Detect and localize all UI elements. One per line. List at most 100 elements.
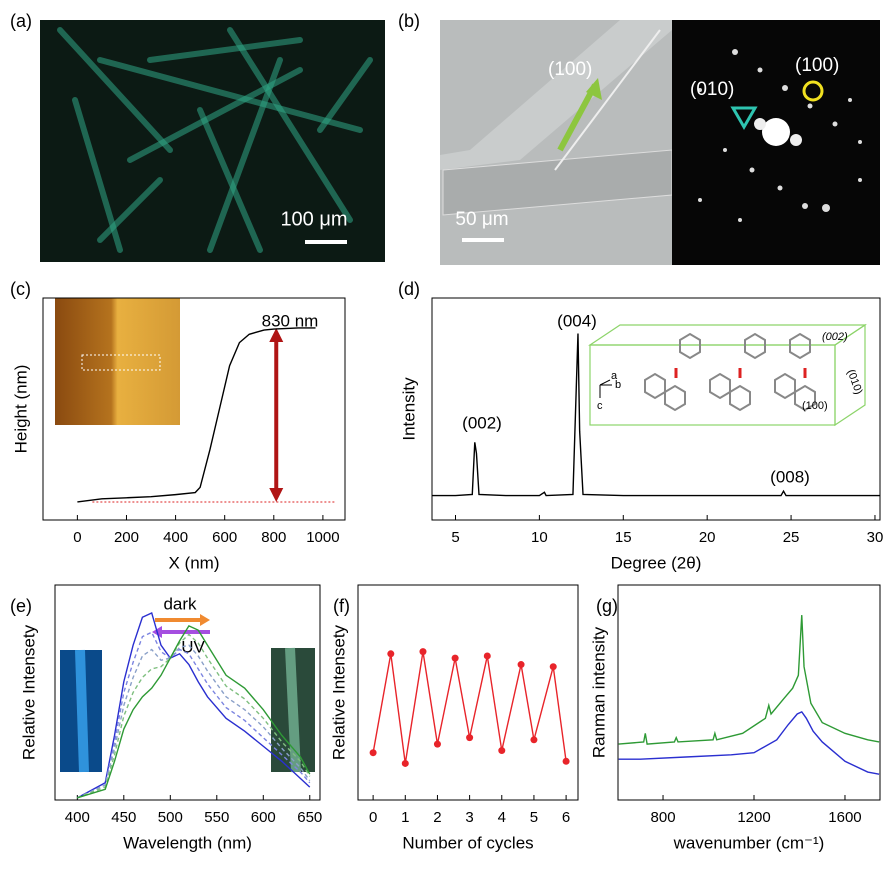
data-line [77,631,311,799]
data-point [369,749,377,757]
x-tick-label: 15 [615,529,632,546]
x-tick-label: 6 [562,809,570,826]
saed-label: (010) [690,79,734,100]
x-tick-label: 0 [369,809,377,826]
data-point [466,734,474,742]
x-tick-label: 550 [204,809,229,826]
x-tick-label: 1600 [828,809,861,826]
x-tick-label: 30 [867,529,884,546]
annotation: 830 nm [262,311,319,330]
x-tick-label: 5 [451,529,459,546]
inset-label: (010) [844,368,864,396]
data-point [387,650,395,658]
scale-bar-label: 100 μm [280,208,347,230]
data-line [372,651,567,764]
x-tick-label: 5 [530,809,538,826]
x-tick-label: 650 [297,809,322,826]
fluorescence-image: 100 μm [40,20,385,262]
x-tick-label: 600 [212,529,237,546]
data-line [77,624,311,799]
x-tick-label: 4 [498,809,506,826]
panel-label: (b) [398,11,420,31]
y-axis-label: Ranman intensity [589,626,608,758]
x-tick-label: 400 [65,809,90,826]
data-point [530,736,538,744]
plot-frame [54,584,321,801]
saed-image: (010) (100) [672,20,880,265]
crystal-inset [588,323,867,427]
annotation: UV [181,637,205,656]
data-line [77,633,311,799]
data-line [618,615,880,745]
x-tick-label: 1 [401,809,409,826]
x-tick-label: 0 [73,529,81,546]
x-tick-label: 800 [261,529,286,546]
annotation: (008) [770,467,810,486]
x-tick-label: 450 [111,809,136,826]
inset-label: (100) [802,400,828,412]
arrow-head [269,487,284,502]
panel-label: (d) [398,279,420,299]
data-point [451,654,459,662]
x-tick-label: 25 [783,529,800,546]
direction-label: (100) [548,59,592,80]
x-axis-label: Wavelength (nm) [123,833,252,852]
annotation: (004) [557,311,597,330]
inset-label: c [597,400,603,412]
x-axis-label: X (nm) [169,553,220,572]
panel-label: (f) [333,596,350,616]
arrow-head [269,327,284,342]
data-point [517,661,525,669]
panel-label: (c) [10,279,31,299]
x-axis-label: Number of cycles [402,833,533,852]
dark-inset [271,647,315,773]
panel-label: (a) [10,11,32,31]
saed-label: (100) [795,55,839,76]
afm-inset [55,298,180,425]
data-line [432,333,880,497]
data-point [498,747,506,755]
x-tick-label: 200 [114,529,139,546]
y-axis-label: Relative Intensety [19,624,38,760]
x-tick-label: 2 [433,809,441,826]
inset-label: a [611,370,618,382]
x-tick-label: 10 [531,529,548,546]
data-line [77,644,311,799]
annotation: dark [163,594,197,613]
plot-frame [357,584,579,801]
data-line [76,611,311,799]
data-point [433,740,441,748]
data-point [562,757,570,765]
x-tick-label: 1200 [737,809,770,826]
data-point [401,759,409,767]
x-tick-label: 500 [158,809,183,826]
plot-frame [42,297,346,521]
sem-image: (100) 50 μm [440,20,673,265]
data-point [549,663,557,671]
data-point [419,648,427,656]
x-tick-label: 400 [163,529,188,546]
panel-label: (g) [596,596,618,616]
data-point [483,652,491,660]
x-axis-label: Degree (2θ) [611,553,702,572]
data-line [77,327,316,503]
y-axis-label: Height (nm) [11,365,30,454]
inset-label: (002) [822,331,848,343]
plot-frame [617,584,881,801]
plot-frame [431,297,881,521]
annotation: (002) [462,413,502,432]
uv-inset [60,649,102,773]
y-axis-label: Intensity [399,377,418,441]
x-axis-label: wavenumber (cm⁻¹) [673,833,825,852]
data-line [618,710,880,775]
x-tick-label: 800 [651,809,676,826]
scale-bar-label: 50 μm [455,209,508,230]
x-tick-label: 20 [699,529,716,546]
y-axis-label: Relative Intensety [329,624,348,760]
panel-label: (e) [10,596,32,616]
x-tick-label: 600 [251,809,276,826]
inset-label: b [615,379,621,391]
x-tick-label: 3 [465,809,473,826]
